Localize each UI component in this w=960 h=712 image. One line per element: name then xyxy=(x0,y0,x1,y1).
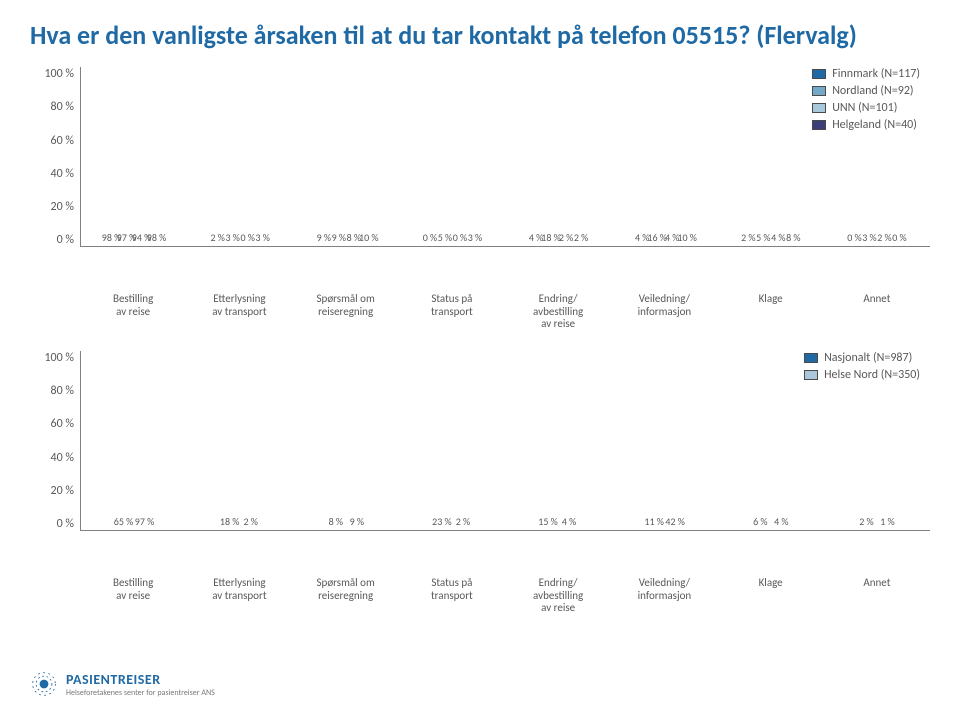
x-label: Klage xyxy=(718,293,824,331)
bar-label: 0 % xyxy=(892,231,906,244)
y-tick: 80 % xyxy=(51,384,74,398)
bar-label: 9 % xyxy=(317,231,331,244)
bar-label: 9 % xyxy=(350,515,364,528)
x-label: Spørsmål omreiseregning xyxy=(293,577,399,615)
y-tick: 20 % xyxy=(51,200,74,214)
bar-label: 3 % xyxy=(255,231,269,244)
bar-label: 2 % xyxy=(456,515,470,528)
logo-title: PASIENTREISER xyxy=(66,671,215,688)
bar-label: 2 % xyxy=(210,231,224,244)
bar-label: 0 % xyxy=(240,231,254,244)
bar-label: 97 % xyxy=(135,515,155,528)
bar-label: 3 % xyxy=(862,231,876,244)
bar-label: 2 % xyxy=(243,515,257,528)
bar-label: 65 % xyxy=(114,515,134,528)
bar-label: 1 % xyxy=(880,515,894,528)
x-labels-top: Bestillingav reiseEtterlysningav transpo… xyxy=(80,293,930,331)
bar-label: 8 % xyxy=(329,515,343,528)
bar-label: 6 % xyxy=(753,515,767,528)
x-label: Annet xyxy=(824,577,930,615)
bar-label: 5 % xyxy=(756,231,770,244)
bar-label: 11 % xyxy=(644,515,664,528)
x-label: Endring/avbestillingav reise xyxy=(505,293,611,331)
y-tick: 40 % xyxy=(51,451,74,465)
bar-label: 8 % xyxy=(786,231,800,244)
logo-subtitle: Helseforetakenes senter for pasientreise… xyxy=(66,688,215,698)
bar-label: 0 % xyxy=(423,231,437,244)
logo-icon xyxy=(30,670,58,698)
x-label: Endring/avbestillingav reise xyxy=(505,577,611,615)
x-label: Veiledning/informasjon xyxy=(611,293,717,331)
bar-label: 4 % xyxy=(562,515,576,528)
bar-label: 4 % xyxy=(771,231,785,244)
bar-label: 9 % xyxy=(332,231,346,244)
logo: PASIENTREISER Helseforetakenes senter fo… xyxy=(30,670,215,698)
x-label: Status påtransport xyxy=(399,577,505,615)
x-label: Bestillingav reise xyxy=(80,293,186,331)
bar-label: 4 % xyxy=(774,515,788,528)
bar-label: 42 % xyxy=(665,515,685,528)
y-tick: 0 % xyxy=(57,517,74,531)
bar-label: 0 % xyxy=(453,231,467,244)
bar-label: 10 % xyxy=(359,231,379,244)
y-axis-top: 100 % 80 % 60 % 40 % 20 % 0 % xyxy=(30,67,80,247)
bar-label: 10 % xyxy=(677,231,697,244)
bar-label: 2 % xyxy=(559,231,573,244)
x-label: Etterlysningav transport xyxy=(186,577,292,615)
x-labels-bottom: Bestillingav reiseEtterlysningav transpo… xyxy=(80,577,930,615)
y-tick: 60 % xyxy=(51,134,74,148)
plot-top: 98 % 97 % 94 % 98 % 2 % 3 % xyxy=(80,67,930,247)
chart-top: Finnmark (N=117) Nordland (N=92) UNN (N=… xyxy=(30,67,930,331)
x-label: Bestillingav reise xyxy=(80,577,186,615)
y-tick: 80 % xyxy=(51,100,74,114)
x-label: Etterlysningav transport xyxy=(186,293,292,331)
bar-label: 3 % xyxy=(468,231,482,244)
bar-label: 98 % xyxy=(147,231,167,244)
bar-label: 2 % xyxy=(877,231,891,244)
bar-label: 5 % xyxy=(438,231,452,244)
x-label: Spørsmål omreiseregning xyxy=(293,293,399,331)
chart-bottom: Nasjonalt (N=987) Helse Nord (N=350) 100… xyxy=(30,351,930,615)
x-label: Veiledning/informasjon xyxy=(611,577,717,615)
bar-label: 18 % xyxy=(220,515,240,528)
x-label: Status påtransport xyxy=(399,293,505,331)
y-tick: 100 % xyxy=(44,351,74,365)
y-tick: 0 % xyxy=(57,233,74,247)
bar-label: 2 % xyxy=(859,515,873,528)
bar-label: 2 % xyxy=(741,231,755,244)
bar-label: 0 % xyxy=(847,231,861,244)
plot-bottom: 65 % 97 % 18 % 2 % 8 % 9 % xyxy=(80,351,930,531)
bar-label: 3 % xyxy=(225,231,239,244)
y-tick: 20 % xyxy=(51,484,74,498)
y-tick: 60 % xyxy=(51,417,74,431)
bar-label: 2 % xyxy=(574,231,588,244)
page-title: Hva er den vanligste årsaken til at du t… xyxy=(30,20,930,51)
bar-label: 23 % xyxy=(432,515,452,528)
y-axis-bottom: 100 % 80 % 60 % 40 % 20 % 0 % xyxy=(30,351,80,531)
y-tick: 40 % xyxy=(51,167,74,181)
y-tick: 100 % xyxy=(44,67,74,81)
bar-label: 15 % xyxy=(538,515,558,528)
x-label: Klage xyxy=(718,577,824,615)
x-label: Annet xyxy=(824,293,930,331)
